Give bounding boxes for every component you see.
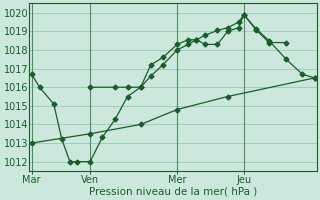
X-axis label: Pression niveau de la mer( hPa ): Pression niveau de la mer( hPa ) — [89, 187, 257, 197]
